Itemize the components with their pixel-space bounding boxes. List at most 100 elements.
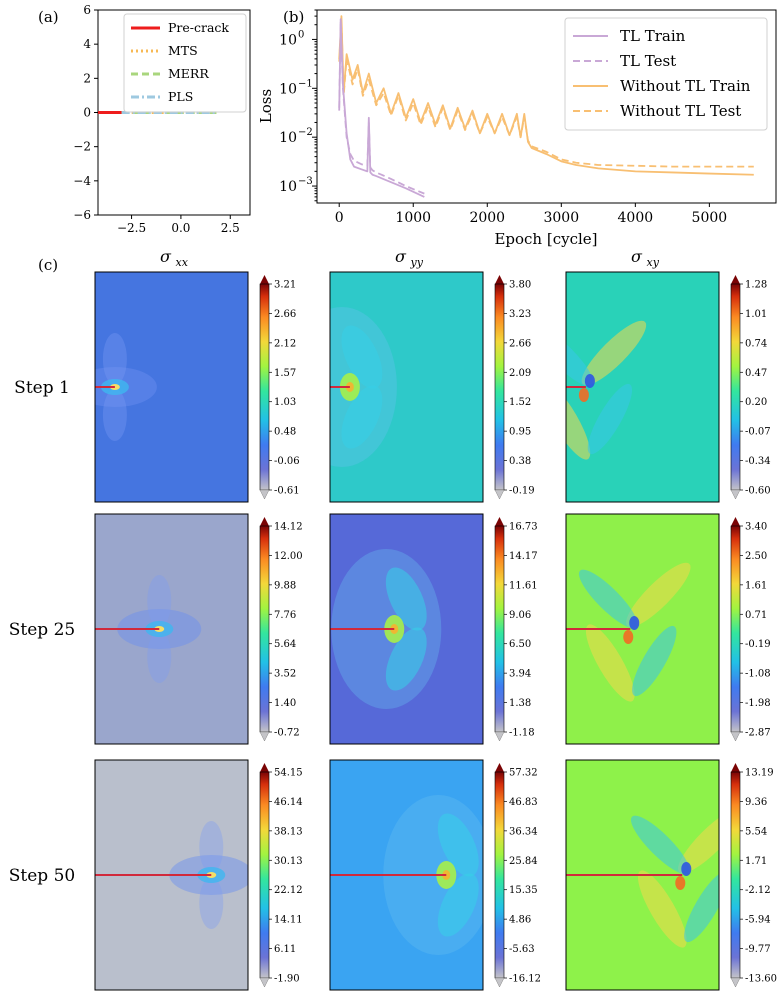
- panel-a-chart: −6 −4 −2 0 2 4 6 −2.5 0.0 2.5 Pre-crack MTS MERR PLS: [73, 3, 251, 235]
- crack-tip-hotspot: [681, 862, 692, 876]
- field-contours: [95, 760, 248, 990]
- panel-c-label: (c): [38, 256, 58, 274]
- panel-b-ytick-label: 10: [279, 130, 297, 146]
- panel-b-legend-label: Without TL Test: [620, 102, 741, 120]
- field-frame: [94, 271, 249, 503]
- colorbar-tick-label: 6.11: [274, 944, 296, 955]
- colorbar-top-arrow: [260, 517, 269, 526]
- panel-a-legend-label: Pre-crack: [168, 20, 229, 35]
- stress-lobe: [585, 624, 635, 702]
- panel-a-xtick-label: −2.5: [117, 221, 146, 235]
- colorbar: [494, 525, 505, 733]
- colorbar-tick-label: 0.95: [509, 427, 531, 438]
- colorbar-tick-label: 57.32: [509, 768, 538, 779]
- stress-lobe: [626, 562, 691, 628]
- colorbar-tick-label: 3.21: [274, 280, 296, 291]
- panel-b-series-line: [338, 19, 425, 195]
- field-frame: [565, 759, 720, 991]
- colorbar: [494, 283, 505, 491]
- stress-lobe: [678, 808, 719, 874]
- stress-lobe: [632, 625, 677, 697]
- panel-b-xtick-label: 4000: [618, 210, 654, 226]
- field-contours: [566, 760, 719, 990]
- colorbar-bottom-arrow: [730, 731, 741, 742]
- crack-tip-hotspot: [578, 388, 589, 402]
- field-panel-sxx: 54.15 46.14 38.13 30.13 22.12 14.11 6.11 -1.90: [94, 759, 303, 991]
- field-frame: [329, 271, 484, 503]
- panel-b-legend-label: TL Test: [620, 52, 676, 70]
- colorbar-bottom-arrow: [730, 489, 741, 500]
- colorbar-tick-label: 1.57: [274, 368, 296, 379]
- column-header-sxx: σ: [160, 247, 172, 266]
- colorbar-tick-label: -0.19: [745, 639, 771, 650]
- colorbar-tick-label: 36.34: [509, 826, 538, 837]
- stress-lobe: [102, 333, 127, 385]
- field-frame: [329, 759, 484, 991]
- colorbar-tick-label: 1.03: [274, 397, 296, 408]
- stress-lobe: [199, 877, 224, 929]
- stress-lobe: [341, 325, 383, 389]
- crack-tip-hotspot: [584, 374, 595, 388]
- colorbar-tick-label: 2.66: [274, 309, 296, 320]
- colorbar-tick-label: 11.61: [509, 580, 538, 591]
- stress-lobe: [437, 873, 479, 937]
- panel-b-ytick-label: 10: [279, 179, 297, 195]
- colorbar-top-arrow: [731, 275, 740, 284]
- colorbar-bottom-arrow: [494, 489, 505, 500]
- colorbar-tick-label: -1.18: [509, 728, 535, 739]
- colorbar-tick-label: -1.98: [745, 698, 771, 709]
- stress-lobe: [566, 382, 591, 460]
- panel-b-ytick-exponent: −3: [298, 176, 313, 187]
- panel-a-ytick-label: 6: [83, 3, 91, 17]
- colorbar-tick-label: 1.52: [509, 397, 531, 408]
- colorbar-tick-label: -0.19: [509, 486, 535, 497]
- colorbar-tick-label: 3.94: [509, 669, 531, 680]
- stress-lobe: [587, 383, 633, 455]
- colorbar-tick-label: 14.12: [274, 522, 303, 533]
- panel-a-ytick-label: −6: [73, 208, 91, 222]
- panel-b-legend-label: TL Train: [620, 27, 686, 45]
- colorbar-tick-label: 5.64: [274, 639, 296, 650]
- colorbar-tick-label: 1.28: [745, 280, 767, 291]
- colorbar-tick-label: -1.08: [745, 669, 771, 680]
- colorbar: [730, 771, 741, 979]
- field-panel-sxy: 3.40 2.50 1.61 0.71 -0.19 -1.08 -1.98 -2.87: [565, 513, 771, 745]
- colorbar-tick-label: -16.12: [509, 974, 541, 985]
- colorbar-tick-label: 0.20: [745, 397, 767, 408]
- column-header-sxy: σ: [631, 247, 643, 266]
- field-contours: [330, 272, 483, 502]
- stress-lobe: [437, 813, 479, 877]
- field-frame: [94, 759, 249, 991]
- colorbar-tick-label: -13.60: [745, 974, 777, 985]
- colorbar-tick-label: 7.76: [274, 610, 296, 621]
- colorbar-tick-label: 2.50: [745, 551, 767, 562]
- colorbar-tick-label: 0.71: [745, 610, 767, 621]
- panel-a-legend: Pre-crack MTS MERR PLS: [123, 13, 247, 113]
- colorbar-tick-label: 13.19: [745, 768, 774, 779]
- panel-a-ytick-label: 0: [83, 106, 91, 120]
- stress-lobe: [684, 871, 719, 943]
- panel-a-ytick-label: −4: [73, 174, 91, 188]
- colorbar-top-arrow: [495, 763, 504, 772]
- stress-lobe: [581, 320, 647, 386]
- panel-a-legend-box: [123, 13, 247, 113]
- panel-a-ytick-label: 4: [83, 37, 91, 51]
- colorbar-top-arrow: [495, 275, 504, 284]
- panel-a-legend-label: MTS: [168, 43, 198, 58]
- colorbar-tick-label: 3.52: [274, 669, 296, 680]
- stress-lobe: [637, 870, 687, 948]
- stress-lobe: [147, 575, 172, 627]
- row-label-step: Step 50: [9, 866, 75, 886]
- panel-b-legend: TL Train TL Test Without TL Train Without T…: [564, 17, 768, 131]
- stress-lobe: [566, 327, 594, 387]
- panel-a-label: (a): [38, 8, 59, 26]
- colorbar-bottom-arrow: [259, 977, 270, 988]
- panel-b-axes-frame: [316, 9, 777, 204]
- colorbar: [494, 771, 505, 979]
- row-label-step: Step 1: [14, 378, 70, 398]
- panel-a-xtick-label: 0.0: [171, 221, 190, 235]
